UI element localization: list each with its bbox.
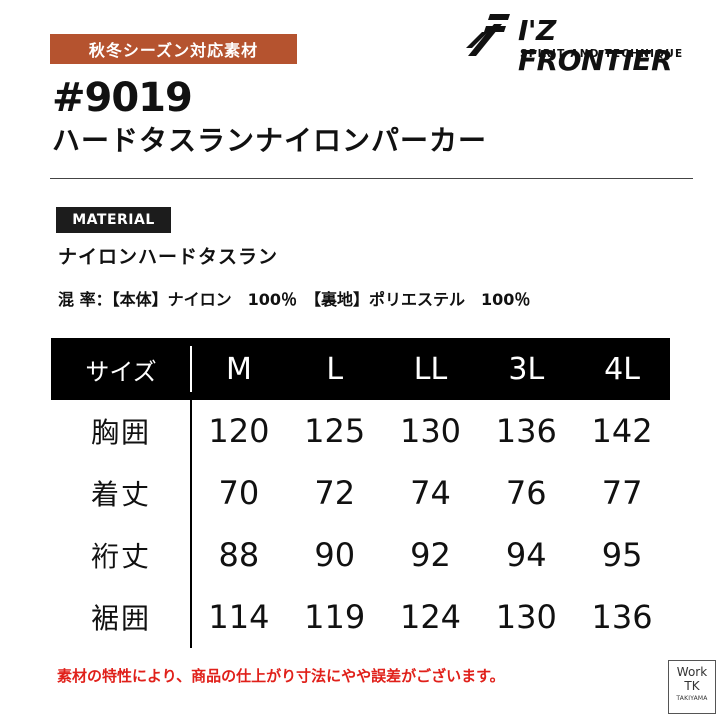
work-tk-badge: Work TK TAKIYAMA — [668, 660, 716, 714]
row-label: 着丈 — [90, 478, 151, 511]
table-cell: 77 — [601, 474, 643, 512]
size-header-cell: 4L — [604, 351, 640, 387]
table-cell: 136 — [495, 412, 557, 450]
table-divider — [190, 346, 192, 392]
size-header-cell: LL — [413, 351, 448, 387]
table-cell: 72 — [314, 474, 356, 512]
table-divider — [190, 400, 192, 648]
season-badge: 秋冬シーズン対応素材 — [50, 34, 297, 64]
size-header-cell: M — [225, 351, 252, 387]
row-label: 裾囲 — [90, 602, 151, 635]
size-header-label: サイズ — [85, 357, 157, 386]
row-label: 胸囲 — [90, 416, 151, 449]
size-header-cell: L — [326, 351, 344, 387]
table-cell: 130 — [399, 412, 462, 450]
table-cell: 130 — [495, 598, 557, 636]
badge-line: TAKIYAMA — [676, 695, 708, 702]
table-cell: 70 — [218, 474, 260, 512]
table-cell: 125 — [304, 412, 366, 450]
table-cell: 124 — [399, 598, 462, 636]
table-cell: 114 — [208, 598, 270, 636]
size-table-header: サイズ M L LL 3L 4L — [51, 338, 670, 400]
table-row: 胸囲 120 125 130 136 142 — [51, 400, 670, 462]
table-cell: 142 — [591, 412, 653, 450]
badge-line: TK — [684, 679, 700, 693]
brand-logo: I'Z FRONTIER SPIRIT AND TECHNIQUE — [464, 12, 714, 76]
table-cell: 90 — [314, 536, 356, 574]
material-value: ナイロンハードタスラン — [58, 246, 279, 268]
table-row: 裾囲 114 119 124 130 136 — [51, 586, 670, 648]
brand-tagline: SPIRIT AND TECHNIQUE — [520, 48, 684, 60]
iz-frontier-logo-icon — [466, 14, 510, 56]
badge-line: Work — [676, 665, 708, 679]
table-cell: 120 — [208, 412, 270, 450]
brand-name: I'Z FRONTIER — [518, 14, 673, 77]
table-cell: 136 — [591, 598, 653, 636]
row-label: 裄丈 — [90, 540, 151, 573]
table-cell: 95 — [601, 536, 643, 574]
table-cell: 88 — [218, 536, 260, 574]
product-code: #9019 — [52, 75, 193, 121]
size-table: サイズ M L LL 3L 4L 胸囲 120 125 130 136 142 … — [51, 338, 670, 648]
size-header-cell: 3L — [508, 351, 545, 387]
table-cell: 74 — [410, 474, 451, 512]
table-cell: 94 — [505, 536, 547, 574]
product-name: ハードタスランナイロンパーカー — [52, 124, 488, 157]
divider — [50, 178, 693, 179]
table-row: 裄丈 88 90 92 94 95 — [51, 524, 670, 586]
material-label: MATERIAL — [56, 207, 171, 233]
table-cell: 92 — [410, 536, 451, 574]
material-composition: 混 率：【本体】ナイロン 100％ 【裏地】ポリエステル 100％ — [58, 290, 531, 309]
table-cell: 119 — [304, 598, 366, 636]
table-cell: 76 — [505, 474, 547, 512]
dimension-notice: 素材の特性により、商品の仕上がり寸法にやや誤差がございます。 — [57, 667, 505, 685]
table-row: 着丈 70 72 74 76 77 — [51, 462, 670, 524]
